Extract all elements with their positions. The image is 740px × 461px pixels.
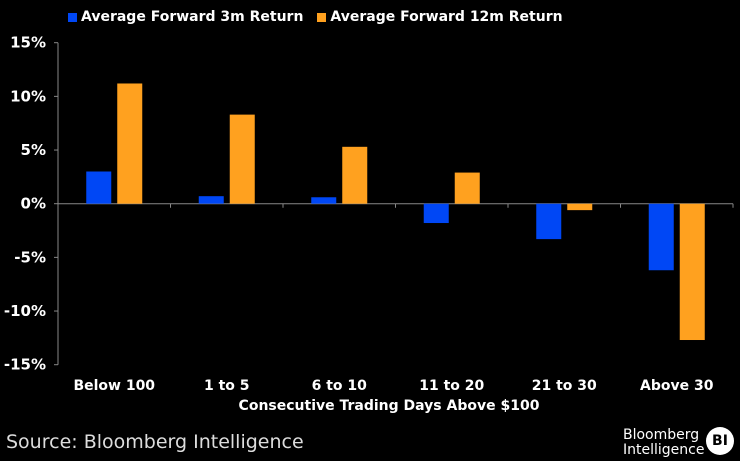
logo-line1: Bloomberg xyxy=(623,427,700,443)
x-tick-label: 11 to 20 xyxy=(419,378,484,394)
bar-3m xyxy=(311,197,337,204)
x-tick-label: Below 100 xyxy=(73,378,155,394)
y-tick-label: -10% xyxy=(4,302,46,320)
legend-swatch-3m xyxy=(68,12,77,22)
x-tick-label: 6 to 10 xyxy=(312,378,368,394)
bar-12m xyxy=(229,114,255,204)
legend: Average Forward 3m Return Average Forwar… xyxy=(68,9,563,25)
bar-3m xyxy=(86,171,112,204)
x-tick-label: 1 to 5 xyxy=(204,378,250,394)
x-tick-label: 21 to 30 xyxy=(532,378,597,394)
bar-3m xyxy=(198,196,224,204)
x-axis-title: Consecutive Trading Days Above $100 xyxy=(238,398,540,414)
y-tick-label: 0% xyxy=(21,195,46,213)
bloomberg-intelligence-logo: Bloomberg Intelligence xyxy=(623,428,704,458)
source-note: Source: Bloomberg Intelligence xyxy=(6,431,304,453)
bar-12m xyxy=(567,203,593,211)
x-tick-label: Above 30 xyxy=(640,378,714,394)
bar-12m xyxy=(454,172,480,204)
legend-item-3m: Average Forward 3m Return xyxy=(68,9,303,25)
y-tick-label: 10% xyxy=(10,87,46,105)
bar-12m xyxy=(342,146,368,204)
logo-line2: Intelligence xyxy=(623,442,705,458)
bar-12m xyxy=(679,203,705,341)
y-tick-label: -15% xyxy=(4,356,46,374)
legend-swatch-12m xyxy=(317,12,327,22)
bar-3m xyxy=(648,203,674,271)
legend-label-12m: Average Forward 12m Return xyxy=(330,9,563,25)
legend-label-3m: Average Forward 3m Return xyxy=(81,9,304,25)
bar-3m xyxy=(536,203,562,240)
bar-12m xyxy=(117,83,143,204)
legend-item-12m: Average Forward 12m Return xyxy=(317,9,563,25)
y-tick-label: 15% xyxy=(10,34,46,52)
bar-3m xyxy=(423,203,449,224)
bi-badge-icon: BI xyxy=(706,427,734,455)
y-tick-label: 5% xyxy=(21,141,46,159)
y-tick-label: -5% xyxy=(14,248,46,266)
